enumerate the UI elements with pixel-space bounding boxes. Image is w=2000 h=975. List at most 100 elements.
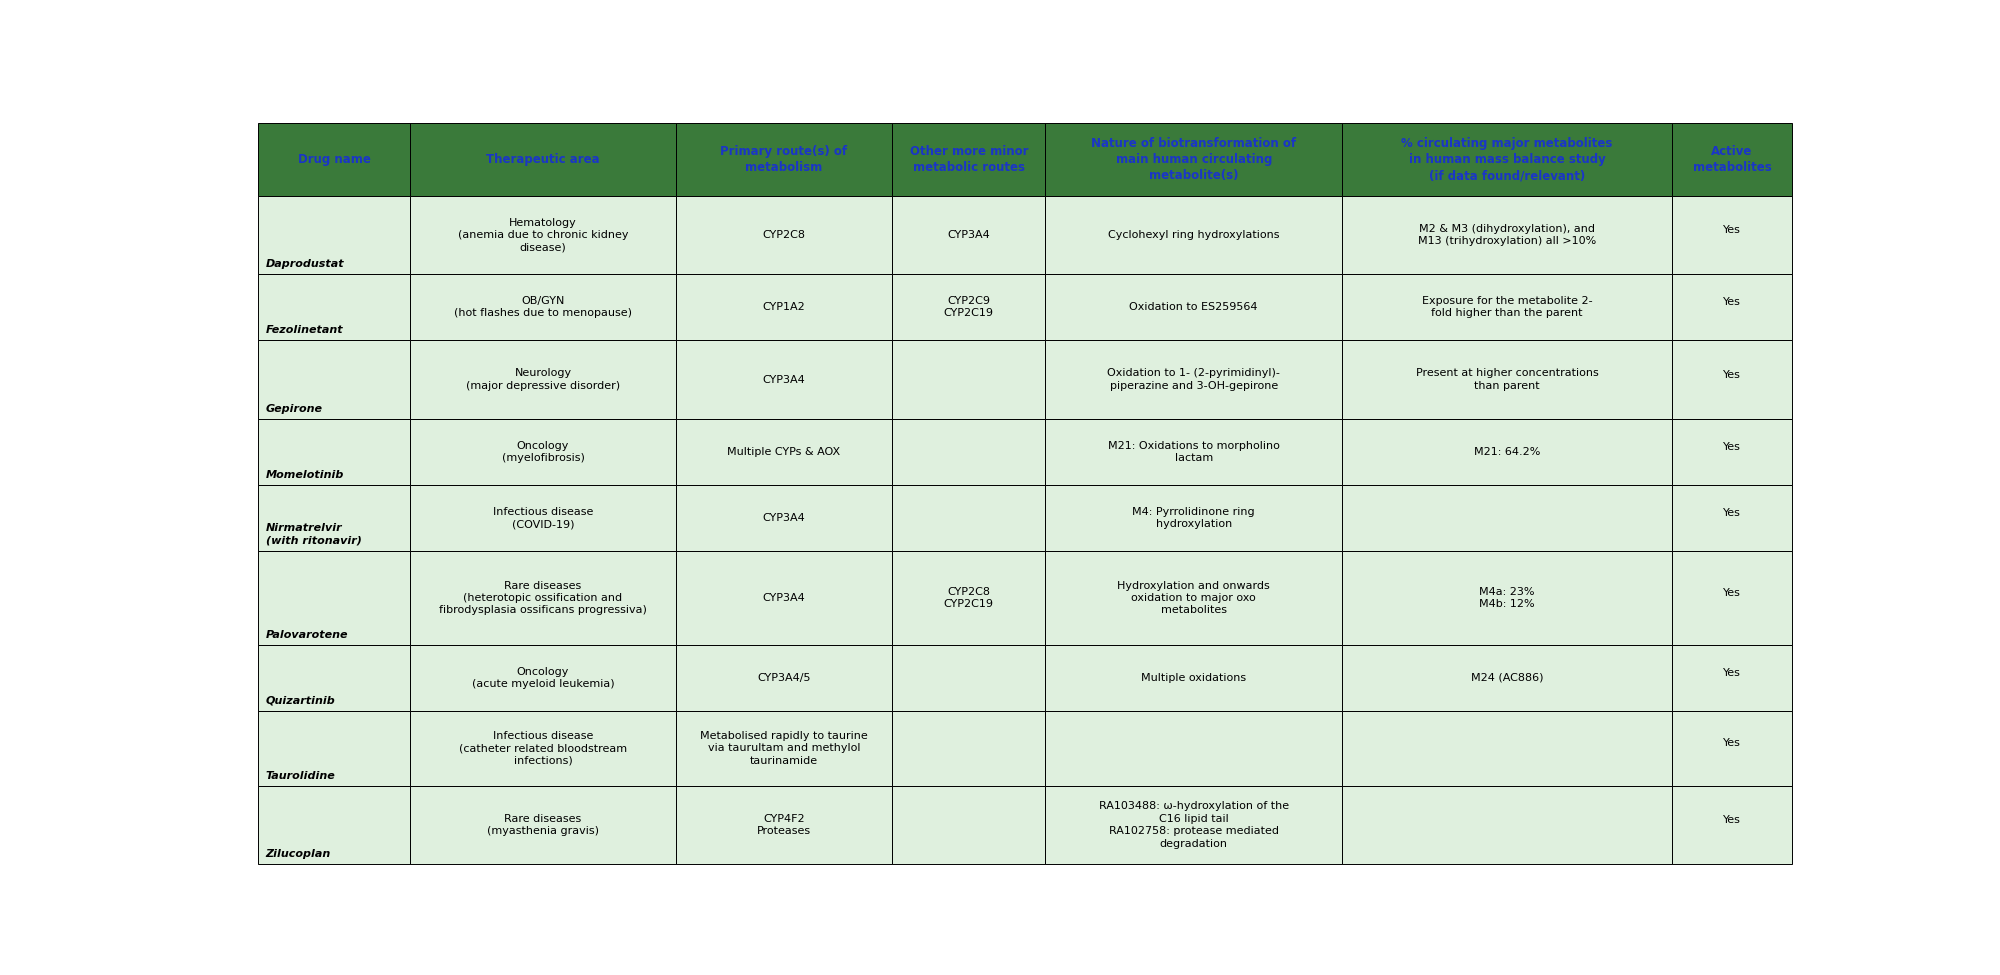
Bar [676,486,892,551]
Text: Active
metabolites: Active metabolites [1692,145,1772,175]
Bar [258,486,410,551]
Bar [892,786,1046,864]
Text: Infectious disease
(COVID-19): Infectious disease (COVID-19) [492,507,594,529]
Bar [410,551,676,644]
Text: Rare diseases
(heterotopic ossification and
fibrodysplasia ossificans progressiv: Rare diseases (heterotopic ossification … [440,580,646,615]
Text: Yes: Yes [1724,296,1740,307]
Text: CYP2C9
CYP2C19: CYP2C9 CYP2C19 [944,295,994,318]
Text: OB/GYN
(hot flashes due to menopause): OB/GYN (hot flashes due to menopause) [454,295,632,318]
Text: Yes: Yes [1724,588,1740,598]
Text: Present at higher concentrations
than parent: Present at higher concentrations than pa… [1416,369,1598,391]
Text: Fezolinetant: Fezolinetant [266,325,344,334]
Text: Infectious disease
(catheter related bloodstream
infections): Infectious disease (catheter related blo… [458,731,628,765]
Bar [1672,274,1792,340]
Bar [676,711,892,786]
Text: Metabolised rapidly to taurine
via taurultam and methylol
taurinamide: Metabolised rapidly to taurine via tauru… [700,731,868,765]
Bar [258,786,410,864]
Bar [1342,196,1672,274]
Text: CYP2C8
CYP2C19: CYP2C8 CYP2C19 [944,587,994,609]
Text: Yes: Yes [1724,508,1740,518]
Bar [892,551,1046,644]
Bar [1342,551,1672,644]
Bar [676,551,892,644]
Bar [410,644,676,711]
Bar [1342,786,1672,864]
Bar [258,551,410,644]
Text: Momelotinib: Momelotinib [266,470,344,480]
Bar [1672,196,1792,274]
Text: M4: Pyrrolidinone ring
hydroxylation: M4: Pyrrolidinone ring hydroxylation [1132,507,1256,529]
Bar [1046,196,1342,274]
Text: Quizartinib: Quizartinib [266,695,336,706]
Text: Nature of biotransformation of
main human circulating
metabolite(s): Nature of biotransformation of main huma… [1092,137,1296,182]
Bar [258,123,410,196]
Text: Oxidation to 1- (2-pyrimidinyl)-
piperazine and 3-OH-gepirone: Oxidation to 1- (2-pyrimidinyl)- piperaz… [1108,369,1280,391]
Bar [410,711,676,786]
Text: M24 (AC886): M24 (AC886) [1470,673,1544,682]
Bar [1342,711,1672,786]
Text: Yes: Yes [1724,815,1740,825]
Bar [1342,644,1672,711]
Text: CYP3A4: CYP3A4 [762,513,806,524]
Bar [1046,274,1342,340]
Bar [1046,486,1342,551]
Text: CYP1A2: CYP1A2 [762,302,806,312]
Text: CYP3A4: CYP3A4 [762,593,806,603]
Text: Nirmatrelvir
(with ritonavir): Nirmatrelvir (with ritonavir) [266,524,362,546]
Bar [676,340,892,419]
Bar [892,123,1046,196]
Text: Palovarotene: Palovarotene [266,630,348,640]
Bar [410,786,676,864]
Text: CYP3A4: CYP3A4 [762,374,806,384]
Text: Zilucoplan: Zilucoplan [266,849,330,859]
Bar [676,419,892,486]
Text: Cyclohexyl ring hydroxylations: Cyclohexyl ring hydroxylations [1108,230,1280,240]
Text: % circulating major metabolites
in human mass balance study
(if data found/relev: % circulating major metabolites in human… [1402,137,1612,182]
Text: CYP4F2
Proteases: CYP4F2 Proteases [756,814,812,837]
Bar [892,196,1046,274]
Bar [410,274,676,340]
Text: M2 & M3 (dihydroxylation), and
M13 (trihydroxylation) all >10%: M2 & M3 (dihydroxylation), and M13 (trih… [1418,224,1596,247]
Bar [1342,419,1672,486]
Text: Therapeutic area: Therapeutic area [486,153,600,166]
Bar [892,274,1046,340]
Text: Yes: Yes [1724,443,1740,452]
Bar [1672,551,1792,644]
Bar [1672,786,1792,864]
Bar [676,123,892,196]
Bar [1342,486,1672,551]
Text: Drug name: Drug name [298,153,370,166]
Text: Other more minor
metabolic routes: Other more minor metabolic routes [910,145,1028,175]
Bar [1342,340,1672,419]
Text: Taurolidine: Taurolidine [266,771,336,781]
Bar [1046,644,1342,711]
Text: Yes: Yes [1724,738,1740,749]
Text: Multiple oxidations: Multiple oxidations [1142,673,1246,682]
Text: Yes: Yes [1724,225,1740,235]
Bar [892,340,1046,419]
Bar [676,274,892,340]
Bar [258,196,410,274]
Bar [258,644,410,711]
Bar [258,419,410,486]
Bar [1046,340,1342,419]
Text: Oxidation to ES259564: Oxidation to ES259564 [1130,302,1258,312]
Bar [1672,419,1792,486]
Text: M21: Oxidations to morpholino
lactam: M21: Oxidations to morpholino lactam [1108,441,1280,463]
Text: CYP2C8: CYP2C8 [762,230,806,240]
Bar [1672,340,1792,419]
Text: CYP3A4/5: CYP3A4/5 [758,673,810,682]
Bar [258,711,410,786]
Text: Hematology
(anemia due to chronic kidney
disease): Hematology (anemia due to chronic kidney… [458,217,628,253]
Text: Yes: Yes [1724,668,1740,678]
Bar [258,274,410,340]
Bar [410,486,676,551]
Bar [892,486,1046,551]
Bar [676,196,892,274]
Bar [410,196,676,274]
Bar [892,419,1046,486]
Bar [1342,274,1672,340]
Bar [676,786,892,864]
Bar [1672,123,1792,196]
Text: Hydroxylation and onwards
oxidation to major oxo
metabolites: Hydroxylation and onwards oxidation to m… [1118,580,1270,615]
